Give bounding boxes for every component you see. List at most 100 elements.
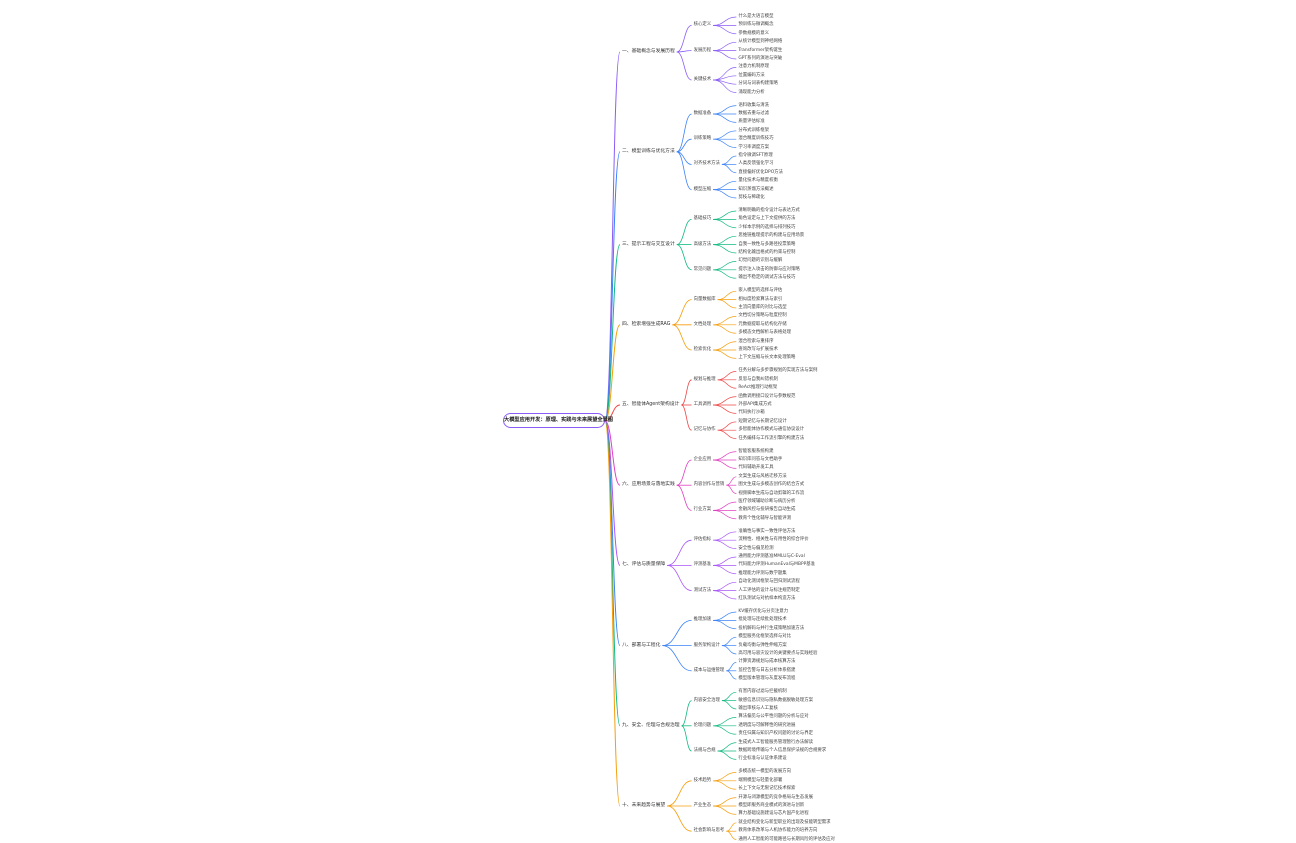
sub-topic-node[interactable]: 成本与运维管理 [693,667,725,673]
leaf-node[interactable]: 高可用与容灾设计的关键要点与实践经验 [738,651,818,656]
leaf-node[interactable]: 函数调用接口设计与参数规范 [738,393,796,399]
leaf-node[interactable]: 就业结构变化与新型职业的出现及技能转型需求 [738,819,831,825]
leaf-node[interactable]: 模型即服务商业模式的演进与创新 [738,803,805,808]
leaf-node[interactable]: 负载均衡与弹性伸缩方案 [738,642,787,648]
leaf-node[interactable]: 投机解码与并行生成策略加速方法 [738,625,805,631]
leaf-node[interactable]: 安全性与偏见检测 [738,545,774,551]
sub-topic-node[interactable]: 数据准备 [693,111,712,116]
leaf-node[interactable]: 涌现能力分析 [738,89,765,95]
leaf-node[interactable]: 责任归属与知识产权问题的讨论与界定 [738,731,813,737]
sub-topic-node[interactable]: 检索优化 [693,347,712,352]
leaf-node[interactable]: 清晰明确的指令设计与表达方式 [738,208,800,213]
leaf-node[interactable]: 透明度与可解释性的研究进展 [738,722,796,728]
sub-topic-node[interactable]: 训练策略 [693,136,712,142]
leaf-node[interactable]: 数据去重与过滤 [738,111,770,116]
leaf-node[interactable]: 质量评估标准 [738,119,765,125]
sub-topic-node[interactable]: 文档处理 [693,321,712,327]
main-topic-node[interactable]: 七、评估与质量保障 [622,562,666,568]
leaf-node[interactable]: 自我一致性与多路径投票策略 [738,241,796,247]
leaf-node[interactable]: 提示注入攻击的防御与应对策略 [738,266,800,272]
main-topic-node[interactable]: 六、应用场景与落地实践 [622,482,675,488]
leaf-node[interactable]: 准确性与事实一致性评估方法 [738,528,796,534]
leaf-node[interactable]: 直接偏好优化DPO方法 [738,169,783,175]
sub-topic-node[interactable]: 发展历程 [693,47,712,53]
leaf-node[interactable]: 批处理与连续批处理技术 [738,617,787,623]
leaf-node[interactable]: 输出不稳定的调试方法与技巧 [738,275,796,281]
leaf-node[interactable]: 幻觉问题的识别与缓解 [738,258,783,264]
leaf-node[interactable]: 元数据提取与结构化存储 [738,321,787,327]
sub-topic-node[interactable]: 基础技巧 [693,216,712,222]
leaf-node[interactable]: 教育体系改革与人机协作能力的培养方向 [738,828,818,834]
sub-topic-node[interactable]: 评估指标 [693,537,712,543]
sub-topic-node[interactable]: 规划与推理 [693,376,716,382]
leaf-node[interactable]: 行业标准与认证体系建设 [738,756,787,762]
leaf-node[interactable]: 监控告警与日志分析体系搭建 [738,667,796,673]
main-topic-node[interactable]: 三、提示工程与交互设计 [622,241,675,247]
leaf-node[interactable]: 预训练与微调概念 [738,22,774,28]
leaf-node[interactable]: 文案生成与风格迁移方法 [738,473,787,479]
leaf-node[interactable]: 分布式训练框架 [738,127,770,133]
leaf-node[interactable]: 流畅性、相关性与有用性的综合评价 [738,537,809,543]
leaf-node[interactable]: GPT系列的演进与突破 [738,56,783,61]
leaf-node[interactable]: 知识库问答与文档助手 [738,457,783,462]
leaf-node[interactable]: 注意力机制原理 [738,64,770,70]
leaf-node[interactable]: 敏感信息识别与隐私数据脱敏处理方案 [738,697,813,703]
main-topic-node[interactable]: 八、部署与工程化 [622,642,661,648]
sub-topic-node[interactable]: 高级方法 [693,241,712,247]
leaf-node[interactable]: 教育个性化辅导与智能评测 [738,515,792,521]
leaf-node[interactable]: 指令微调SFT原理 [738,153,773,158]
leaf-node[interactable]: 外部API集成方式 [738,402,772,407]
leaf-node[interactable]: 剪枝与稀疏化 [738,195,765,200]
leaf-node[interactable]: ReAct推理行动框架 [738,385,778,391]
sub-topic-node[interactable]: 社会影响与思考 [693,828,725,834]
sub-topic-node[interactable]: 法规与合规 [693,748,716,753]
main-topic-node[interactable]: 二、模型训练与优化方法 [622,148,675,154]
sub-topic-node[interactable]: 测试方法 [693,587,712,593]
leaf-node[interactable]: 主流向量库的对比与选型 [738,305,787,310]
main-topic-node[interactable]: 九、安全、伦理与合规治理 [622,722,680,728]
main-topic-node[interactable]: 一、基础概念与发展历程 [622,49,675,54]
leaf-node[interactable]: 算力基础设施建设与芯片国产化进程 [738,811,809,817]
leaf-node[interactable]: 位置编码方法 [738,72,765,78]
sub-topic-node[interactable]: 常见问题 [693,266,712,272]
leaf-node[interactable]: 少样本示例的选择与排列技巧 [738,224,796,230]
sub-topic-node[interactable]: 企业应用 [693,457,712,462]
leaf-node[interactable]: 混合检索与重排序 [738,338,774,344]
leaf-node[interactable]: 计算资源规划与成本核算方法 [738,659,796,665]
sub-topic-node[interactable]: 产业生态 [693,803,712,808]
sub-topic-node[interactable]: 模型压缩 [693,186,712,192]
sub-topic-node[interactable]: 工具调用 [693,402,712,407]
sub-topic-node[interactable]: 向量数据库 [693,296,716,302]
leaf-node[interactable]: 上下文压缩与长文本处理策略 [738,355,796,361]
leaf-node[interactable]: 学习率调度方案 [738,144,770,150]
leaf-node[interactable]: 相似度检索算法与索引 [738,296,783,302]
leaf-node[interactable]: 多模态文档解析与表格处理 [738,330,792,336]
leaf-node[interactable]: 什么是大语言模型 [738,14,774,19]
leaf-node[interactable]: 代码辅助开发工具 [738,465,774,471]
root-node[interactable]: 大模型应用开发：原理、实践与未来展望全景图 [503,413,613,428]
leaf-node[interactable]: 通用能力评测基准MMLU与C-Eval [738,554,805,559]
leaf-node[interactable]: 多智能体协作模式与通信协议设计 [738,427,805,433]
main-topic-node[interactable]: 十、未来趋势与展望 [622,803,666,808]
leaf-node[interactable]: 文档切分策略与粒度控制 [738,313,787,319]
leaf-node[interactable]: 代码能力评测HumanEval与MBPP基准 [738,562,816,568]
leaf-node[interactable]: 量化技术与精度权衡 [738,178,778,184]
leaf-node[interactable]: 思维链推理提示的构建与应用场景 [738,233,805,239]
sub-topic-node[interactable]: 对齐技术方法 [693,161,720,167]
leaf-node[interactable]: 结构化输出格式的约束与控制 [738,250,796,255]
leaf-node[interactable]: 查询改写与扩展技术 [738,347,778,352]
sub-topic-node[interactable]: 行业方案 [693,507,712,513]
sub-topic-node[interactable]: 技术趋势 [693,777,712,783]
sub-topic-node[interactable]: 内容创作与营销 [693,482,725,488]
leaf-node[interactable]: 医疗领域辅助诊断与病历分析 [738,499,796,504]
leaf-node[interactable]: 推理能力评测与数学题集 [738,570,787,576]
leaf-node[interactable]: 有害内容过滤与拦截机制 [738,689,787,695]
leaf-node[interactable]: 反思与自我纠错机制 [738,376,778,382]
leaf-node[interactable]: 任务分解与多步骤规划的实现方法与案例 [738,368,818,374]
leaf-node[interactable]: 算法偏见与公平性问题的分析与应对 [738,714,809,720]
leaf-node[interactable]: 自动化测试框架与回归测试流程 [738,579,800,585]
leaf-node[interactable]: 多模态统一模型的发展方向 [738,769,792,775]
leaf-node[interactable]: 通用人工智能的可能路径与长期风险的评估及应对 [738,836,835,842]
leaf-node[interactable]: 角色设定与上下文提供的方法 [738,216,796,222]
main-topic-node[interactable]: 四、检索增强生成RAG [622,321,671,327]
